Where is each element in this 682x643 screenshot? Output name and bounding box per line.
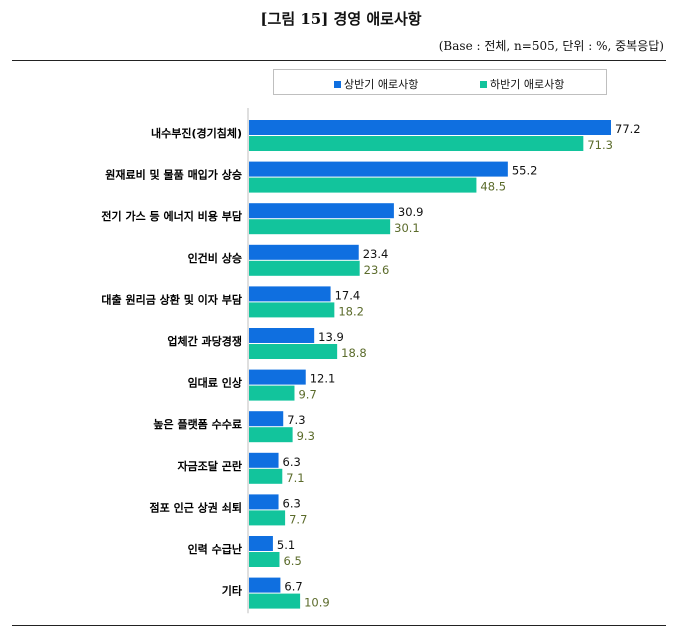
bar-first-half: [249, 161, 508, 177]
value-label-second-half: 6.5: [283, 554, 301, 568]
value-label-first-half: 30.9: [398, 205, 424, 219]
value-label-second-half: 18.2: [338, 304, 364, 318]
category-label: 내수부진(경기침체): [151, 126, 242, 140]
value-label-second-half: 9.7: [298, 388, 316, 402]
category-label: 점포 인근 상권 쇠퇴: [150, 500, 242, 514]
bar-first-half: [249, 120, 611, 135]
category-label: 업체간 과당경쟁: [167, 334, 242, 348]
category-label: 인력 수급난: [188, 542, 242, 556]
legend-item-first-half: 상반기 애로사항: [334, 76, 418, 92]
value-label-second-half: 10.9: [304, 596, 330, 610]
bar-second-half: [249, 177, 477, 193]
bar-first-half: [249, 411, 284, 427]
value-label-second-half: 7.1: [286, 471, 304, 485]
bar-second-half: [249, 136, 584, 151]
value-label-second-half: 23.6: [364, 263, 390, 277]
value-label-first-half: 5.1: [277, 538, 295, 552]
category-label: 원재료비 및 물품 매입가 상승: [105, 168, 242, 182]
bar-second-half: [249, 510, 286, 526]
category-label: 전기 가스 등 에너지 비용 부담: [101, 209, 242, 223]
value-label-first-half: 6.3: [283, 455, 301, 469]
value-label-first-half: 13.9: [318, 330, 344, 344]
value-label-first-half: 23.4: [363, 247, 389, 261]
category-label: 기타: [222, 584, 243, 598]
legend-label-second-half: 하반기 애로사항: [490, 78, 565, 91]
bar-second-half: [249, 593, 301, 609]
bar-first-half: [249, 203, 394, 219]
value-label-first-half: 6.7: [284, 580, 302, 594]
chart-title: [그림 15] 경영 애로사항: [260, 10, 422, 28]
value-label-first-half: 55.2: [512, 164, 538, 178]
value-label-second-half: 48.5: [480, 180, 506, 194]
value-label-first-half: 17.4: [335, 288, 361, 302]
bar-second-half: [249, 344, 338, 359]
category-label: 임대료 인상: [188, 376, 242, 390]
bar-first-half: [249, 244, 359, 260]
bar-first-half: [249, 328, 315, 343]
legend-label-first-half: 상반기 애로사항: [344, 78, 419, 91]
value-label-second-half: 7.7: [289, 512, 307, 526]
value-label-second-half: 30.1: [394, 221, 420, 235]
value-label-first-half: 12.1: [310, 372, 336, 386]
bar-second-half: [249, 260, 360, 276]
chart-subtitle: (Base : 전체, n=505, 단위 : %, 중복응답): [438, 39, 664, 53]
legend-swatch-first-half: [334, 80, 341, 88]
value-label-first-half: 77.2: [615, 122, 641, 136]
value-label-second-half: 71.3: [587, 138, 613, 152]
value-label-second-half: 18.8: [341, 346, 367, 360]
top-rule: [12, 60, 666, 61]
bar-first-half: [249, 494, 279, 510]
legend-item-second-half: 하반기 애로사항: [480, 76, 564, 92]
bar-first-half: [249, 286, 331, 302]
bottom-rule: [12, 625, 666, 626]
value-label-first-half: 7.3: [287, 413, 305, 427]
value-label-first-half: 6.3: [283, 496, 301, 510]
bar-second-half: [249, 385, 295, 401]
bar-second-half: [249, 468, 283, 484]
category-label: 대출 원리금 상환 및 이자 부담: [101, 292, 242, 306]
bar-second-half: [249, 302, 335, 318]
bar-second-half: [249, 427, 293, 443]
bar-first-half: [249, 369, 306, 385]
bar-second-half: [249, 219, 391, 235]
bar-first-half: [249, 577, 281, 593]
category-label: 자금조달 곤란: [177, 459, 242, 473]
category-label: 높은 플랫폼 수수료: [153, 417, 242, 431]
category-label: 인건비 상승: [188, 251, 242, 265]
value-label-second-half: 9.3: [297, 429, 315, 443]
legend: 상반기 애로사항 하반기 애로사항: [273, 69, 607, 95]
bar-first-half: [249, 452, 279, 468]
bar-second-half: [249, 552, 280, 567]
bar-first-half: [249, 536, 273, 551]
legend-swatch-second-half: [480, 80, 487, 88]
